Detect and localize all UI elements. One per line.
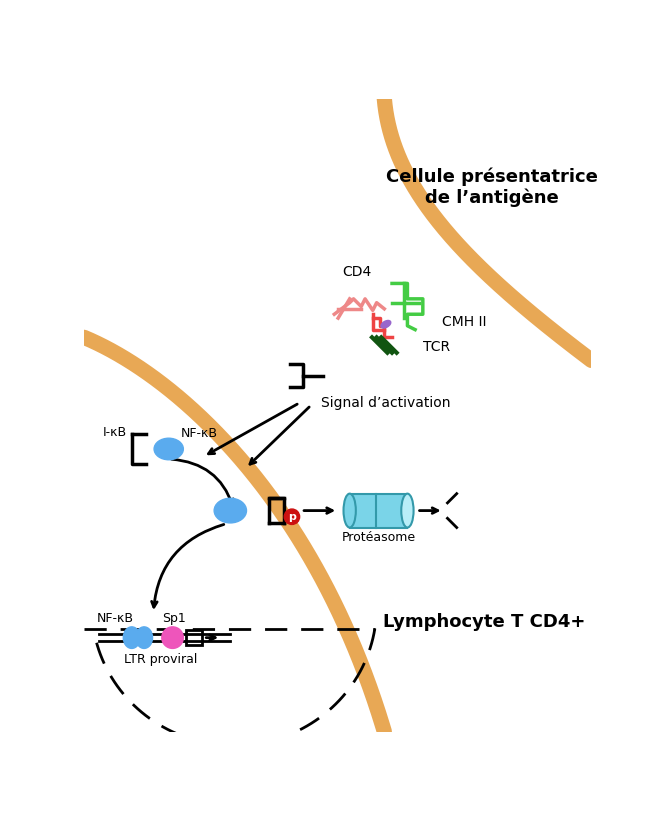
Ellipse shape — [343, 494, 356, 528]
Text: I-κB: I-κB — [103, 426, 127, 439]
Text: CD4: CD4 — [343, 265, 372, 279]
Text: Lymphocyte T CD4+: Lymphocyte T CD4+ — [384, 613, 586, 631]
Text: NF-κB: NF-κB — [97, 612, 134, 625]
Text: Signal d’activation: Signal d’activation — [321, 395, 451, 410]
Bar — [186, 630, 202, 645]
Ellipse shape — [381, 321, 391, 328]
Text: Protéasome: Protéasome — [341, 531, 416, 544]
Ellipse shape — [214, 498, 246, 523]
Text: p: p — [288, 512, 296, 522]
Ellipse shape — [136, 627, 152, 649]
Text: Sp1: Sp1 — [162, 612, 186, 625]
Text: TCR: TCR — [423, 340, 450, 354]
Circle shape — [284, 509, 300, 524]
Text: NF-κB: NF-κB — [181, 427, 217, 440]
Text: LTR proviral: LTR proviral — [125, 653, 198, 666]
Text: Cellule présentatrice
de l’antigène: Cellule présentatrice de l’antigène — [386, 167, 598, 207]
Text: CMH II: CMH II — [442, 315, 486, 329]
Circle shape — [162, 627, 183, 649]
Ellipse shape — [401, 494, 414, 528]
Bar — [350, 494, 407, 528]
Ellipse shape — [123, 627, 140, 649]
Ellipse shape — [154, 438, 183, 459]
